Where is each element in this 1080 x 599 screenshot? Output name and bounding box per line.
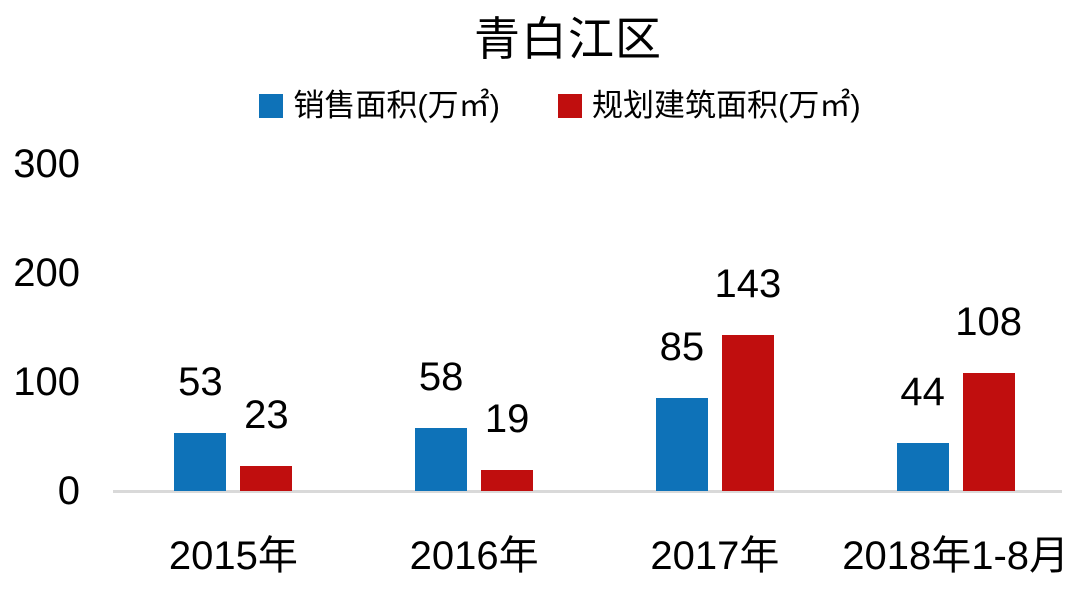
- x-axis-line: [113, 490, 1062, 493]
- bar-value-label: 108: [955, 300, 1022, 345]
- legend-label-planned-construction-area: 规划建筑面积(万㎡): [592, 88, 861, 123]
- bar-value-label: 85: [659, 325, 705, 370]
- bar-value-label: 23: [244, 392, 289, 437]
- legend-item-sales-area: 销售面积(万㎡): [259, 86, 500, 126]
- legend-label-sales-area: 销售面积(万㎡): [293, 88, 500, 123]
- bar-planned-construction-area: [721, 335, 774, 491]
- bar-planned-construction-area: [240, 465, 293, 491]
- bar-value-label: 53: [178, 360, 223, 405]
- x-axis-category-label: 2016年: [409, 534, 539, 578]
- bar-value-label: 143: [714, 262, 782, 307]
- legend-item-planned-construction-area: 规划建筑面积(万㎡): [558, 86, 861, 126]
- bar-planned-construction-area: [962, 373, 1015, 491]
- y-axis-tick-label: 100: [13, 360, 80, 404]
- x-axis-category-label: 2017年: [650, 534, 780, 578]
- chart-title: 青白江区: [474, 13, 662, 65]
- bar-value-label: 19: [484, 397, 530, 442]
- chart-legend: 销售面积(万㎡) 规划建筑面积(万㎡): [40, 84, 1080, 128]
- legend-swatch-planned-construction-area-icon: [558, 94, 582, 118]
- x-axis-category-label: 2018年1-8月: [842, 534, 1070, 578]
- legend-swatch-sales-area-icon: [259, 94, 284, 118]
- bar-sales-area: [415, 427, 468, 491]
- bar-value-label: 58: [418, 354, 464, 399]
- y-axis-tick-label: 200: [13, 251, 80, 295]
- y-axis-tick-label: 300: [13, 142, 80, 186]
- x-axis-category-label: 2015年: [168, 534, 298, 578]
- bar-value-label: 44: [900, 370, 945, 415]
- y-axis-tick-label: 0: [57, 469, 80, 513]
- bar-planned-construction-area: [481, 470, 534, 491]
- bar-sales-area: [896, 443, 949, 491]
- bar-sales-area: [655, 398, 708, 491]
- bar-sales-area: [174, 433, 227, 491]
